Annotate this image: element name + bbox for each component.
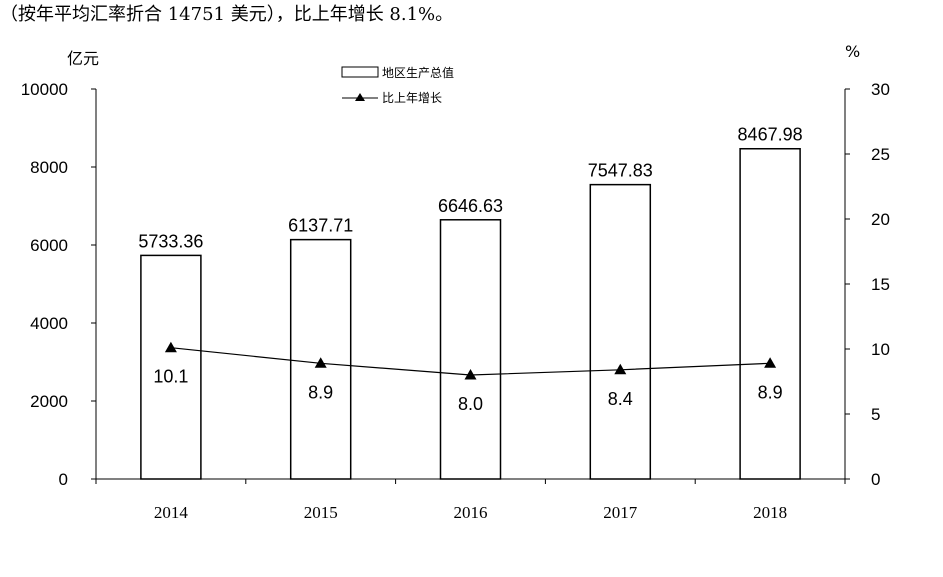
x-tick-label: 2017 — [603, 503, 638, 522]
right-tick-label: 20 — [871, 210, 890, 229]
bars-group: 5733.36 6137.71 6646.63 7547.83 8467.98 — [138, 125, 803, 480]
legend-line-marker — [355, 93, 365, 101]
right-tick-label: 10 — [871, 340, 890, 359]
growth-value-label: 8.4 — [608, 389, 633, 409]
right-axis-unit: % — [845, 42, 860, 61]
bar — [739, 147, 801, 480]
growth-line-group: 10.1 8.9 8.0 8.4 8.9 — [153, 341, 783, 414]
growth-point-marker — [164, 341, 177, 353]
legend-bar-label: 地区生产总值 — [382, 65, 454, 80]
bar-value-label: 7547.83 — [588, 161, 653, 181]
caption-text: （按年平均汇率折合 14751 美元），比上年增长 8.1%。 — [0, 4, 454, 25]
growth-point-marker — [764, 357, 777, 368]
left-tick-label: 0 — [59, 470, 68, 489]
left-tick-label: 6000 — [30, 236, 68, 255]
growth-value-label: 10.1 — [153, 367, 188, 387]
legend-bar-swatch — [341, 66, 379, 78]
x-tick-label: 2015 — [304, 503, 338, 522]
x-tick-label: 2018 — [753, 503, 787, 522]
bar — [589, 183, 652, 480]
left-axis-unit: 亿元 — [67, 49, 99, 68]
left-tick-label: 8000 — [30, 158, 68, 177]
bar-value-label: 8467.98 — [738, 125, 803, 145]
growth-point-marker — [314, 357, 327, 368]
right-tick-label: 25 — [871, 145, 890, 164]
right-tick-label: 15 — [871, 275, 890, 294]
right-tick-label: 0 — [871, 470, 880, 489]
right-tick-label: 5 — [871, 405, 880, 424]
bar-value-label: 6137.71 — [288, 216, 353, 236]
x-tick-label: 2014 — [154, 503, 189, 522]
x-tick-label: 2016 — [454, 503, 488, 522]
bar — [439, 219, 502, 480]
growth-value-label: 8.9 — [308, 382, 333, 402]
right-tick-label: 30 — [871, 80, 890, 99]
left-tick-label: 4000 — [30, 314, 68, 333]
axes-group: 0 2000 4000 6000 8000 10000 0 5 10 15 20 25 30 2014 20… — [21, 42, 890, 522]
bar — [140, 254, 202, 480]
left-tick-label: 2000 — [30, 392, 68, 411]
growth-value-label: 8.9 — [758, 382, 783, 402]
growth-value-label: 8.0 — [458, 394, 483, 414]
bar-value-label: 6646.63 — [438, 196, 503, 216]
growth-point-marker — [614, 363, 627, 375]
legend-line-label: 比上年增长 — [382, 91, 442, 105]
left-tick-label: 10000 — [21, 80, 68, 99]
growth-point-marker — [464, 369, 477, 380]
bar-value-label: 5733.36 — [138, 231, 203, 251]
